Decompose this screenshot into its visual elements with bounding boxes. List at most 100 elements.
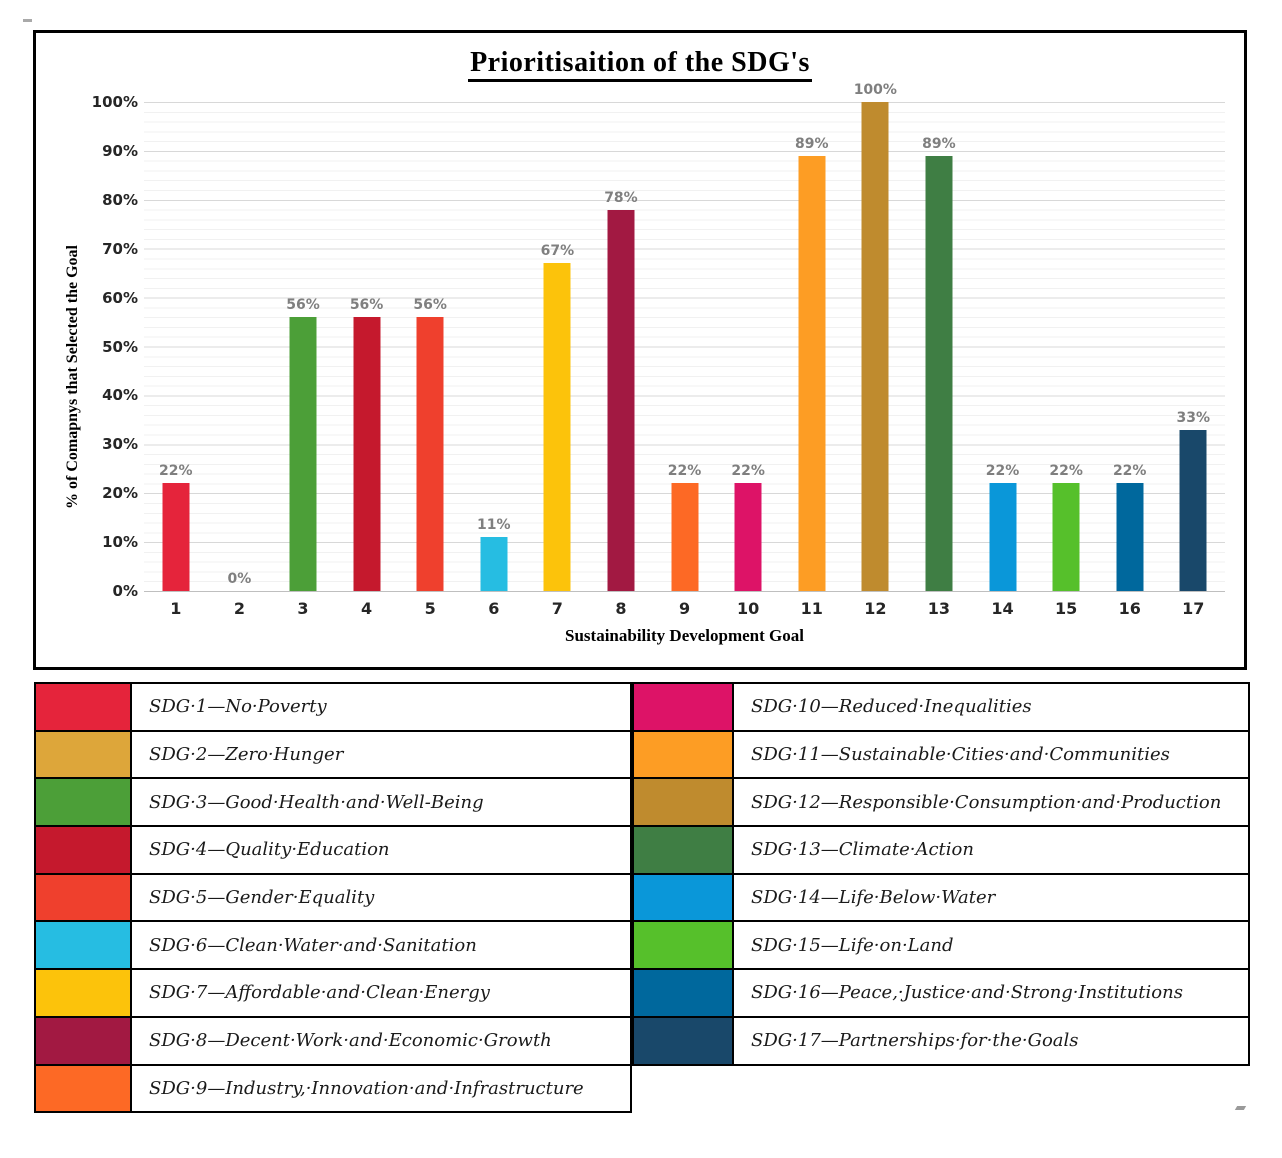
- legend-row: SDG·14—Life·Below·Water: [634, 874, 1248, 923]
- bar-slot-sdg-7: 67%: [526, 102, 590, 591]
- y-tick-label: 10%: [102, 533, 138, 552]
- bar-value-label: 89%: [794, 135, 829, 152]
- legend-label: SDG·5—Gender·Equality: [149, 887, 375, 909]
- x-tick-label: 12: [864, 599, 887, 618]
- legend-row: SDG·13—Climate·Action: [634, 827, 1248, 875]
- legend-color-swatch: [36, 1065, 132, 1112]
- x-tick-label: 5: [424, 599, 436, 618]
- bar-value-label: 0%: [227, 571, 252, 587]
- chart-title-text: Prioritisaition of the SDG's: [468, 47, 812, 82]
- legend-label: SDG·16—Peace,·Justice·and·Strong·Institu…: [751, 982, 1183, 1004]
- screen-artifact-bottom-right: [1234, 1106, 1247, 1110]
- bar-sdg-8[interactable]: [607, 209, 635, 591]
- legend-label: SDG·7—Affordable·and·Clean·Energy: [149, 982, 490, 1004]
- legend-color-swatch: [634, 1017, 734, 1064]
- bar-sdg-15[interactable]: [1052, 483, 1080, 591]
- bar-value-label: 56%: [286, 297, 320, 314]
- bar-value-label: 100%: [853, 82, 897, 98]
- bar-series: 22% 0% 56% 56% 56% 11% 67% 78% 22% 22% 89% 100% 89% 2…: [144, 82, 1225, 591]
- legend-row: SDG·2—Zero·Hunger: [36, 731, 630, 780]
- bar-value-label: 11%: [477, 517, 511, 534]
- legend-label: SDG·8—Decent·Work·and·Economic·Growth: [149, 1030, 552, 1052]
- plot-area: 22% 0% 56% 56% 56% 11% 67% 78% 22% 22% 89% 100% 89% 2…: [144, 82, 1225, 592]
- legend-color-swatch: [36, 684, 132, 730]
- x-tick-label: 13: [927, 599, 951, 618]
- legend-row: SDG·1—No·Poverty: [36, 684, 630, 732]
- legend-label: SDG·12—Responsible·Consumption·and·Produ…: [751, 791, 1222, 813]
- x-tick-label: 10: [737, 599, 760, 618]
- bar-slot-sdg-10: 22%: [716, 102, 780, 591]
- y-axis-ticks: 0% 10% 20% 30% 40% 50% 60% 70% 80% 90% 100%: [76, 93, 138, 600]
- bar-sdg-11[interactable]: [798, 155, 826, 591]
- bar-slot-sdg-4: 56%: [335, 102, 399, 591]
- y-tick-label: 50%: [102, 337, 138, 356]
- bar-sdg-7[interactable]: [543, 263, 571, 591]
- legend-label: SDG·14—Life·Below·Water: [751, 887, 996, 909]
- bar-slot-sdg-6: 11%: [462, 102, 526, 591]
- legend-row: SDG·15—Life·on·Land: [634, 922, 1248, 971]
- bar-value-label: 89%: [922, 135, 956, 152]
- bar-slot-sdg-12: 100%: [844, 82, 908, 591]
- x-tick-label: 1: [170, 599, 182, 618]
- bar-sdg-10[interactable]: [734, 483, 762, 591]
- bar-slot-sdg-13: 89%: [907, 102, 971, 591]
- legend-color-swatch: [36, 970, 132, 1016]
- bar-value-label: 22%: [985, 463, 1020, 480]
- bar-value-label: 22%: [731, 463, 765, 480]
- x-tick-label: 11: [800, 599, 823, 618]
- legend-color-swatch: [634, 922, 734, 969]
- x-tick-label: 16: [1118, 599, 1141, 618]
- bar-slot-sdg-11: 89%: [780, 102, 844, 591]
- legend-row: SDG·12—Responsible·Consumption·and·Produ…: [634, 779, 1248, 828]
- bar-sdg-12[interactable]: [861, 102, 889, 591]
- y-tick-label: 100%: [91, 93, 138, 111]
- legend-label: SDG·13—Climate·Action: [751, 839, 974, 861]
- bar-slot-sdg-2: 0%: [208, 102, 272, 591]
- bar-sdg-1[interactable]: [162, 483, 190, 591]
- bar-value-label: 22%: [1112, 463, 1147, 480]
- legend-color-swatch: [634, 874, 734, 921]
- legend-row: SDG·3—Good·Health·and·Well-Being: [36, 779, 630, 828]
- legend-row: SDG·11—Sustainable·Cities·and·Communitie…: [634, 731, 1248, 780]
- legend-row: SDG·5—Gender·Equality: [36, 874, 630, 923]
- legend-table-left: SDG·1—No·Poverty SDG·2—Zero·Hunger SDG·3—G…: [34, 682, 632, 1114]
- bar-slot-sdg-5: 56%: [398, 102, 462, 591]
- bar-sdg-6[interactable]: [480, 537, 508, 591]
- bar-slot-sdg-16: 22%: [1098, 102, 1162, 591]
- y-tick-label: 70%: [102, 239, 138, 258]
- chart-panel: Prioritisaition of the SDG's % of Comapn…: [33, 30, 1247, 670]
- y-tick-label: 0%: [112, 582, 138, 600]
- legend-label: SDG·1—No·Poverty: [149, 696, 327, 718]
- y-tick-label: 80%: [102, 190, 138, 209]
- bar-sdg-5[interactable]: [416, 317, 444, 591]
- legend-label: SDG·6—Clean·Water·and·Sanitation: [149, 934, 477, 956]
- bar-slot-sdg-14: 22%: [971, 102, 1035, 591]
- bar-sdg-14[interactable]: [989, 483, 1017, 591]
- y-tick-label: 30%: [102, 435, 138, 454]
- legend-color-swatch: [634, 731, 734, 778]
- bar-sdg-9[interactable]: [671, 483, 699, 591]
- x-tick-label: 14: [991, 599, 1014, 618]
- bar-value-label: 22%: [159, 463, 193, 480]
- legend-color-swatch: [36, 1017, 132, 1064]
- bar-value-label: 22%: [1049, 463, 1083, 480]
- bar-sdg-16[interactable]: [1116, 483, 1144, 591]
- bar-sdg-4[interactable]: [353, 317, 381, 591]
- legend-row: SDG·10—Reduced·Inequalities: [634, 684, 1248, 732]
- bar-sdg-3[interactable]: [289, 317, 317, 591]
- x-tick-label: 17: [1182, 599, 1205, 618]
- legend-row: SDG·6—Clean·Water·and·Sanitation: [36, 922, 630, 971]
- legend-color-swatch: [634, 827, 734, 873]
- legend-color-swatch: [36, 731, 132, 778]
- legend-label: SDG·15—Life·on·Land: [751, 934, 954, 956]
- legend-label: SDG·4—Quality·Education: [149, 839, 390, 861]
- x-tick-label: 6: [488, 599, 500, 618]
- legend-color-swatch: [634, 684, 734, 730]
- x-tick-label: 8: [615, 599, 627, 618]
- x-tick-label: 2: [233, 599, 245, 618]
- bar-sdg-13[interactable]: [925, 155, 953, 591]
- bar-sdg-17[interactable]: [1179, 429, 1207, 591]
- bar-value-label: 22%: [667, 463, 702, 480]
- legend-label: SDG·3—Good·Health·and·Well-Being: [149, 791, 484, 813]
- x-tick-label: 7: [551, 599, 563, 618]
